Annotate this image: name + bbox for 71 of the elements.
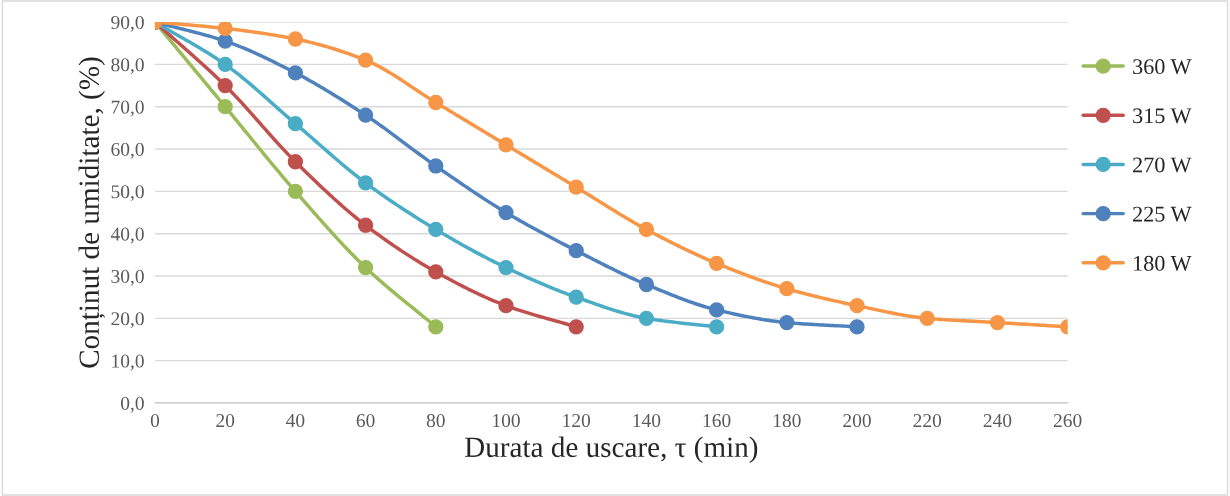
point — [428, 319, 444, 335]
y-tick-label: 40,0 — [110, 227, 144, 244]
point — [428, 158, 444, 174]
point — [708, 302, 725, 318]
point — [357, 52, 374, 68]
x-tick-label: 220 — [913, 413, 942, 428]
x-tick-label: 180 — [773, 413, 801, 428]
point — [498, 137, 514, 153]
point — [779, 281, 795, 297]
point — [357, 217, 374, 233]
x-tick-label: 20 — [216, 413, 235, 428]
point — [287, 116, 304, 132]
point — [357, 259, 374, 276]
point — [217, 56, 233, 73]
x-tick-label: 140 — [633, 413, 661, 428]
legend-label: 180 W — [1134, 255, 1192, 271]
y-tick-label: 80,0 — [111, 58, 144, 75]
point — [498, 259, 514, 276]
point — [849, 298, 865, 314]
legend-label: 315 W — [1133, 108, 1192, 124]
point — [357, 175, 374, 191]
point — [498, 204, 514, 221]
point — [919, 310, 935, 326]
x-tick-label: 0 — [150, 413, 160, 428]
point — [217, 77, 233, 94]
point — [428, 264, 444, 280]
x-tick-label: 240 — [983, 413, 1012, 428]
x-tick-label: 160 — [703, 413, 731, 428]
point — [287, 183, 304, 200]
legend-label: 225 W — [1133, 206, 1192, 222]
point — [287, 31, 304, 47]
point — [428, 221, 444, 238]
point — [568, 289, 584, 305]
x-tick-label: 80 — [426, 413, 445, 428]
point — [217, 22, 233, 37]
y-tick-label: 70,0 — [111, 100, 144, 117]
point — [568, 319, 584, 335]
point — [498, 298, 514, 314]
x-tick-label: 260 — [1053, 413, 1082, 428]
point — [638, 276, 655, 293]
point — [357, 107, 374, 123]
y-axis-title: Conținut de umiditate, (%) — [78, 57, 105, 368]
point — [217, 33, 233, 49]
point — [428, 94, 444, 111]
point — [568, 242, 584, 259]
point — [287, 65, 304, 81]
y-tick-label: 50,0 — [111, 185, 144, 202]
point — [708, 255, 725, 271]
legend-label: 360 W — [1133, 59, 1192, 75]
x-tick-label: 100 — [493, 413, 520, 428]
x-axis-title: Durata de uscare, τ (min) — [464, 436, 758, 464]
y-tick-label: 30,0 — [111, 269, 144, 286]
point — [217, 99, 233, 115]
point — [708, 319, 725, 335]
x-tick-label: 200 — [843, 413, 871, 428]
point — [849, 319, 865, 335]
point — [638, 221, 655, 238]
y-tick-label: 60,0 — [111, 142, 144, 159]
legend-label: 270 W — [1133, 157, 1192, 173]
y-tick-label: 20,0 — [111, 312, 144, 329]
x-tick-label: 120 — [563, 413, 591, 428]
y-tick-label: 10,0 — [112, 354, 144, 371]
point — [568, 179, 584, 195]
point — [287, 154, 304, 170]
y-tick-label: 0,0 — [121, 396, 144, 413]
x-tick-label: 60 — [356, 413, 375, 428]
point — [989, 314, 1006, 331]
point — [779, 314, 795, 331]
x-tick-label: 40 — [286, 413, 305, 428]
point — [638, 310, 655, 326]
y-tick-label: 90,0 — [111, 15, 144, 32]
